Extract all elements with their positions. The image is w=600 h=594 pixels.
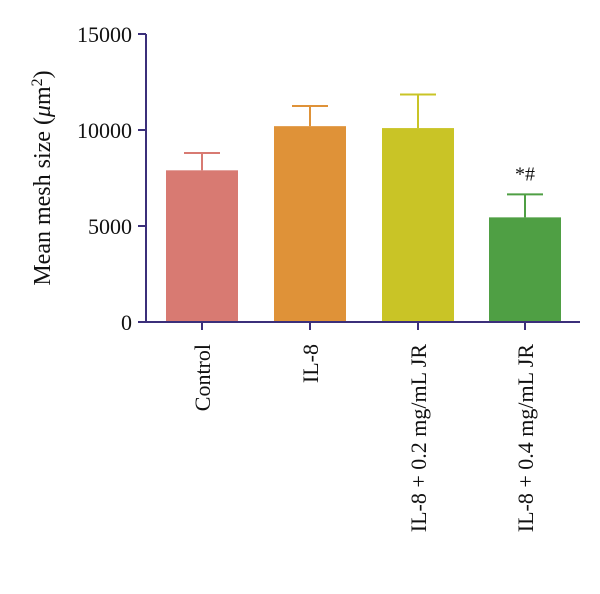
y-tick-label: 15000 bbox=[77, 22, 132, 47]
x-tick-label: IL-8 + 0.4 mg/mL JR bbox=[513, 344, 538, 533]
y-axis: 0 5000 10000 15000 bbox=[77, 22, 147, 335]
bar bbox=[166, 170, 238, 321]
annotations: *# bbox=[515, 163, 535, 185]
bar bbox=[382, 128, 454, 321]
y-axis-title: Mean mesh size (μm2) bbox=[29, 70, 57, 285]
x-tick-label: Control bbox=[190, 344, 215, 411]
bars bbox=[166, 126, 561, 321]
y-tick-label: 5000 bbox=[88, 214, 132, 239]
bar bbox=[274, 126, 346, 321]
x-ticks: Control IL-8 IL-8 + 0.2 mg/mL JR IL-8 + 0.4… bbox=[190, 322, 538, 532]
significance-annotation: *# bbox=[515, 163, 535, 185]
x-tick-label: IL-8 bbox=[298, 344, 323, 383]
error-bars bbox=[184, 93, 543, 218]
y-tick-label: 0 bbox=[121, 310, 132, 335]
x-axis: Control IL-8 IL-8 + 0.2 mg/mL JR IL-8 + 0.4… bbox=[145, 321, 580, 532]
x-tick-label: IL-8 + 0.2 mg/mL JR bbox=[406, 344, 431, 533]
bar bbox=[489, 217, 561, 321]
y-ticks: 0 5000 10000 15000 bbox=[77, 22, 146, 335]
y-tick-label: 10000 bbox=[77, 118, 132, 143]
